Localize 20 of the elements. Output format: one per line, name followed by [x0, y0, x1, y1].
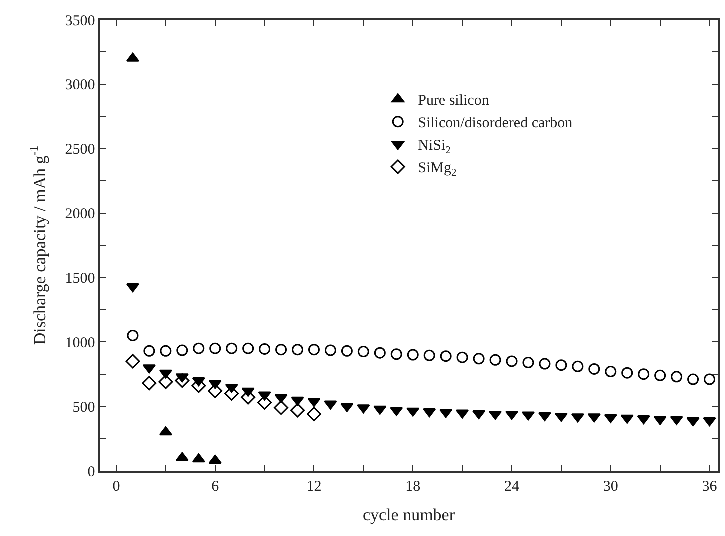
legend-label: SiMg$_{2}$ — [418, 160, 457, 179]
x-tick-label: 0 — [112, 478, 120, 495]
x-axis-title: cycle number — [362, 506, 456, 525]
legend-label: Pure silicon — [418, 93, 490, 110]
y-tick-label: 500 — [72, 400, 96, 416]
y-tick-label: 2000 — [65, 206, 96, 223]
y-tick-label: 3500 — [65, 13, 96, 30]
y-tick-label: 1000 — [65, 335, 96, 352]
y-tick-label: 2500 — [65, 142, 96, 158]
y-tick-label: 0 — [88, 464, 96, 480]
legend-label: NiSi$_{2}$ — [418, 138, 451, 156]
x-tick-label: 30 — [603, 478, 618, 495]
x-tick-label: 18 — [406, 478, 421, 495]
y-tick-label: 1500 — [65, 270, 96, 287]
x-tick-label: 24 — [504, 478, 520, 495]
x-tick-label: 12 — [306, 478, 322, 495]
y-tick-label: 3000 — [65, 78, 96, 94]
legend-label: Silicon/disordered carbon — [418, 116, 574, 132]
x-tick-label: 6 — [212, 478, 220, 495]
x-tick-label: 36 — [702, 478, 718, 495]
